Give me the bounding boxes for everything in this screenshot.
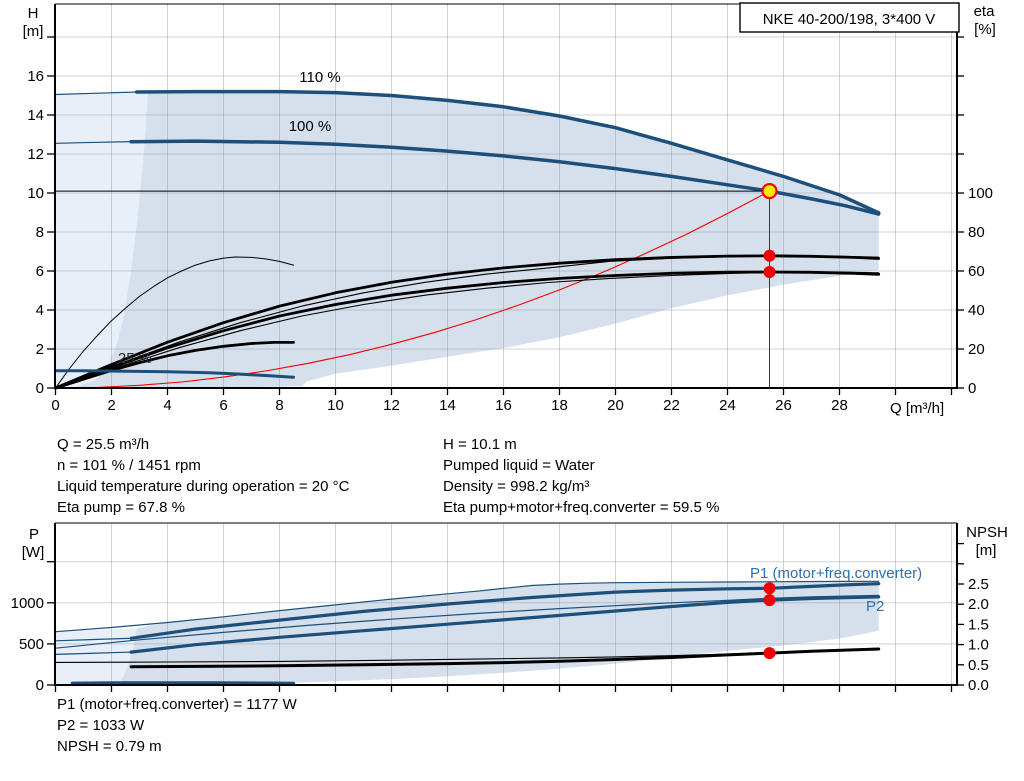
- curve-label: [m]: [23, 23, 44, 40]
- eta-total-25-curve: [54, 341, 295, 390]
- result-line-p2: P2 = 1033 W: [57, 717, 145, 734]
- y-tick-label: 0: [36, 677, 44, 694]
- qh-100-curve: [129, 139, 881, 216]
- p2-100-curve: [129, 595, 881, 654]
- y-tick-label: 4: [36, 302, 44, 319]
- y-tick-label: 500: [19, 636, 44, 653]
- secondary-y-tick-label: 60: [968, 263, 985, 280]
- y-tick-label: 6: [36, 263, 44, 280]
- secondary-y-tick-label: 100: [968, 185, 993, 202]
- qh-100-curve-thin: [54, 141, 132, 144]
- duty-point-marker[interactable]: [761, 182, 778, 200]
- y-tick-label: 14: [27, 107, 44, 124]
- operating-point-info-left: Q = 25.5 m³/h n = 101 % / 1451 rpm Liqui…: [57, 434, 349, 518]
- y-tick-label: 1000: [11, 595, 44, 612]
- eta-pump-100-curve: [54, 254, 881, 390]
- eta-pump-25-curve: [55, 256, 294, 389]
- qh-110-curve-thin: [54, 91, 138, 96]
- eta-total-duty-marker: [763, 265, 776, 278]
- curve-label: 25 %: [118, 350, 152, 367]
- p1-100-curve: [129, 582, 881, 640]
- curve-label: [W]: [22, 544, 45, 561]
- power-envelope-area: [117, 581, 879, 685]
- curve-label: NPSH: [966, 524, 1008, 541]
- eta-pump-duty-marker: [763, 249, 776, 262]
- x-tick-label: 4: [163, 397, 171, 414]
- x-tick-label: 16: [495, 397, 512, 414]
- system-curve: [54, 190, 771, 389]
- x-tick-label: 24: [719, 397, 736, 414]
- x-tick-label: 2: [107, 397, 115, 414]
- x-tick-label: 14: [439, 397, 456, 414]
- pump-title-box: [739, 2, 960, 33]
- qh-110-curve: [134, 89, 881, 215]
- info-line-temperature: Liquid temperature during operation = 20…: [57, 478, 350, 495]
- y-tick-label: 8: [36, 224, 44, 241]
- curve-label: 100 %: [289, 118, 332, 135]
- p2-100-curve-thin: [54, 651, 132, 655]
- secondary-y-tick-label: 2.0: [968, 596, 989, 613]
- p1-25-curve: [70, 681, 296, 685]
- x-tick-label: 18: [551, 397, 568, 414]
- x-tick-label: 26: [775, 397, 792, 414]
- secondary-y-tick-label: 0.0: [968, 677, 989, 694]
- info-line-speed: n = 101 % / 1451 rpm: [57, 457, 201, 474]
- y-tick-label: 2: [36, 341, 44, 358]
- x-tick-label: 8: [275, 397, 283, 414]
- qh-25-curve: [54, 369, 295, 379]
- x-tick-label: 0: [51, 397, 59, 414]
- npsh-100-curve: [129, 647, 881, 669]
- x-tick-label: 12: [383, 397, 400, 414]
- p1-110-curve: [54, 580, 880, 633]
- secondary-y-tick-label: 1.0: [968, 637, 989, 654]
- p1-duty-marker: [763, 582, 776, 595]
- eta-total-100-curve: [54, 270, 881, 390]
- info-line-q: Q = 25.5 m³/h: [57, 436, 150, 453]
- secondary-y-tick-label: 0.5: [968, 657, 989, 674]
- y-tick-label: 10: [27, 185, 44, 202]
- p2-duty-marker: [763, 594, 776, 607]
- secondary-y-tick-label: 2.5: [968, 576, 989, 593]
- info-line-liquid: Pumped liquid = Water: [443, 457, 595, 474]
- secondary-y-tick-label: 0: [968, 380, 976, 397]
- info-line-density: Density = 998.2 kg/m³: [443, 478, 590, 495]
- curve-label: H: [28, 5, 39, 22]
- curve-label: 110 %: [299, 69, 340, 86]
- x-tick-label: 28: [831, 397, 848, 414]
- info-line-head: H = 10.1 m: [443, 436, 517, 453]
- curve-label: [m]: [976, 542, 997, 559]
- power-npsh-results: P1 (motor+freq.converter) = 1177 W P2 = …: [57, 694, 297, 757]
- curve-label: Q [m³/h]: [890, 400, 944, 417]
- pump-title-label: NKE 40-200/198, 3*400 V: [763, 11, 936, 28]
- curve-label: [%]: [974, 21, 996, 38]
- x-tick-label: 22: [663, 397, 680, 414]
- x-tick-label: 6: [219, 397, 227, 414]
- x-tick-label: 10: [327, 397, 344, 414]
- y-tick-label: 0: [36, 380, 44, 397]
- p2-110-curve: [54, 594, 880, 649]
- y-tick-label: 16: [27, 68, 44, 85]
- curve-label: P: [29, 526, 39, 543]
- info-line-eta-total: Eta pump+motor+freq.converter = 59.5 %: [443, 499, 720, 516]
- curve-label: eta: [974, 3, 996, 20]
- full-speed-range-area: [55, 91, 148, 388]
- result-line-p1: P1 (motor+freq.converter) = 1177 W: [57, 696, 297, 713]
- secondary-y-tick-label: 40: [968, 302, 985, 319]
- secondary-y-tick-label: 20: [968, 341, 985, 358]
- npsh-duty-marker: [763, 647, 776, 660]
- curve-label: P2: [866, 598, 884, 615]
- x-tick-label: 20: [607, 397, 624, 414]
- secondary-y-tick-label: 80: [968, 224, 985, 241]
- operating-point-info-right: H = 10.1 m Pumped liquid = Water Density…: [443, 434, 719, 518]
- info-line-eta-pump: Eta pump = 67.8 %: [57, 499, 185, 516]
- result-line-npsh: NPSH = 0.79 m: [57, 738, 162, 755]
- y-tick-label: 12: [27, 146, 44, 163]
- secondary-y-tick-label: 1.5: [968, 616, 989, 633]
- p1-100-curve-thin: [54, 637, 132, 642]
- curve-label: P1 (motor+freq.converter): [750, 565, 922, 582]
